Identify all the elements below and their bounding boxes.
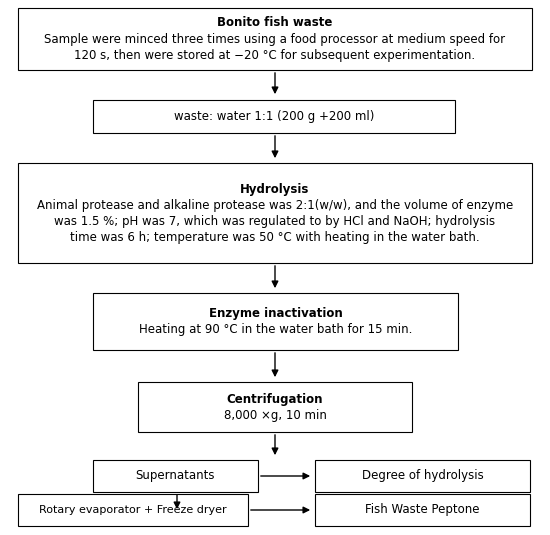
- Text: was 1.5 %; pH was 7, which was regulated to by HCl and NaOH; hydrolysis: was 1.5 %; pH was 7, which was regulated…: [54, 215, 496, 227]
- Bar: [93, 460, 258, 492]
- Text: Centrifugation: Centrifugation: [227, 393, 323, 406]
- Text: 8,000 ×g, 10 min: 8,000 ×g, 10 min: [223, 409, 327, 422]
- Text: Supernatants: Supernatants: [136, 470, 215, 483]
- Text: Degree of hydrolysis: Degree of hydrolysis: [362, 470, 483, 483]
- Text: Animal protease and alkaline protease was 2:1(w/w), and the volume of enzyme: Animal protease and alkaline protease wa…: [37, 198, 513, 211]
- Text: 120 s, then were stored at −20 °C for subsequent experimentation.: 120 s, then were stored at −20 °C for su…: [74, 49, 476, 62]
- Bar: [18, 163, 532, 263]
- Text: Sample were minced three times using a food processor at medium speed for: Sample were minced three times using a f…: [45, 33, 505, 45]
- Bar: [18, 494, 248, 526]
- Text: Fish Waste Peptone: Fish Waste Peptone: [365, 503, 480, 516]
- Bar: [315, 494, 530, 526]
- Text: time was 6 h; temperature was 50 °C with heating in the water bath.: time was 6 h; temperature was 50 °C with…: [70, 231, 480, 243]
- Text: Heating at 90 °C in the water bath for 15 min.: Heating at 90 °C in the water bath for 1…: [139, 323, 412, 336]
- Bar: [315, 460, 530, 492]
- Bar: [93, 293, 458, 350]
- Text: Enzyme inactivation: Enzyme inactivation: [208, 307, 342, 320]
- Text: waste: water 1:1 (200 g +200 ml): waste: water 1:1 (200 g +200 ml): [174, 110, 374, 123]
- Text: Rotary evaporator + Freeze dryer: Rotary evaporator + Freeze dryer: [39, 505, 227, 515]
- Text: Hydrolysis: Hydrolysis: [240, 182, 310, 195]
- Bar: [93, 100, 455, 133]
- Text: Bonito fish waste: Bonito fish waste: [217, 17, 333, 29]
- Bar: [18, 8, 532, 70]
- Bar: [138, 382, 412, 432]
